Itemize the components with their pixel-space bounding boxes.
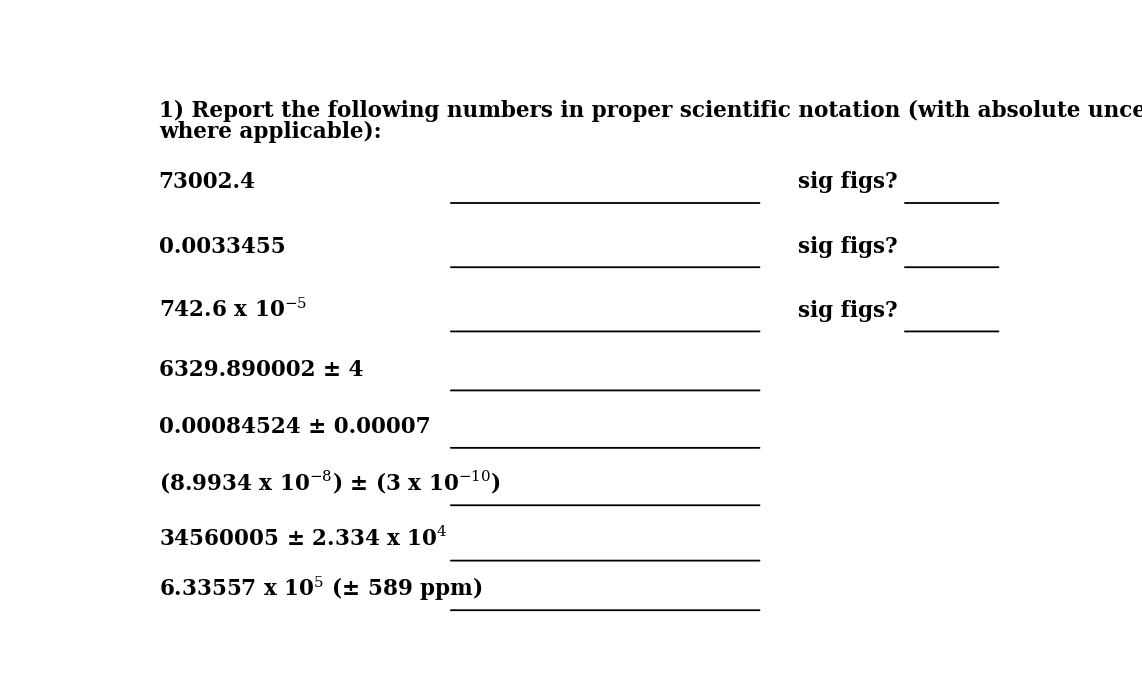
Text: 742.6 x 10$^{-5}$: 742.6 x 10$^{-5}$ <box>159 298 307 322</box>
Text: sig figs?: sig figs? <box>797 172 898 193</box>
Text: (8.9934 x 10$^{-8}$) ± (3 x 10$^{-10}$): (8.9934 x 10$^{-8}$) ± (3 x 10$^{-10}$) <box>159 469 500 496</box>
Text: 6.33557 x 10$^{5}$ (± 589 ppm): 6.33557 x 10$^{5}$ (± 589 ppm) <box>159 574 482 603</box>
Text: 34560005 ± 2.334 x 10$^{4}$: 34560005 ± 2.334 x 10$^{4}$ <box>159 527 448 551</box>
Text: 6329.890002 ± 4: 6329.890002 ± 4 <box>159 359 363 381</box>
Text: sig figs?: sig figs? <box>797 235 898 258</box>
Text: where applicable):: where applicable): <box>159 121 381 142</box>
Text: 1) Report the following numbers in proper scientific notation (with absolute unc: 1) Report the following numbers in prope… <box>159 100 1142 122</box>
Text: 0.0033455: 0.0033455 <box>159 235 286 258</box>
Text: sig figs?: sig figs? <box>797 300 898 322</box>
Text: 0.00084524 ± 0.00007: 0.00084524 ± 0.00007 <box>159 416 431 438</box>
Text: 73002.4: 73002.4 <box>159 172 256 193</box>
